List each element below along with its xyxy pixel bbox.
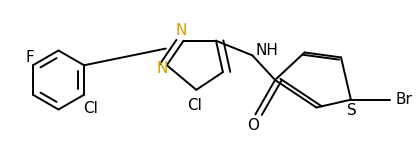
Text: F: F: [25, 50, 34, 65]
Text: Br: Br: [395, 92, 412, 107]
Text: Cl: Cl: [83, 101, 98, 116]
Text: S: S: [347, 103, 357, 118]
Text: O: O: [247, 118, 259, 133]
Text: Cl: Cl: [187, 98, 202, 113]
Text: NH: NH: [256, 43, 279, 58]
Text: N: N: [176, 23, 187, 38]
Text: N: N: [156, 61, 168, 76]
